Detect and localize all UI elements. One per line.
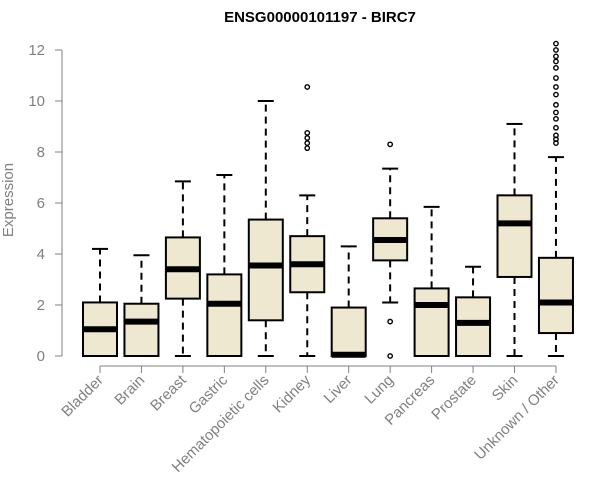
outlier-point: [553, 124, 559, 131]
box-iqr: [455, 296, 492, 358]
box-liver: [330, 245, 367, 358]
x-tick-label: Liver: [321, 372, 356, 407]
outlier-point: [304, 129, 311, 136]
box-brain: [123, 254, 160, 358]
outlier-point: [304, 135, 311, 141]
outlier-point: [553, 75, 559, 81]
y-tick-label: 8: [37, 144, 45, 161]
outlier-point: [553, 58, 559, 65]
box-iqr: [123, 302, 160, 358]
box-prostate: [455, 265, 492, 358]
outlier-point: [387, 141, 394, 148]
chart-title: ENSG00000101197 - BIRC7: [224, 9, 416, 26]
outlier-point: [304, 84, 311, 90]
y-tick-label: 0: [37, 348, 45, 365]
outlier-point: [553, 47, 559, 53]
outlier-point: [553, 109, 559, 116]
y-tick-label: 10: [28, 93, 45, 110]
x-tick-label: Kidney: [270, 371, 315, 416]
box-iqr: [330, 306, 367, 357]
outlier-point: [553, 84, 559, 90]
box-bladder: [82, 247, 118, 358]
y-tick-label: 12: [28, 42, 45, 59]
box-skin: [496, 122, 533, 357]
box-unknown-other: [537, 40, 574, 357]
outlier-point: [553, 101, 559, 108]
y-tick-label: 6: [37, 195, 45, 212]
box-iqr: [206, 273, 243, 357]
outlier-point: [304, 145, 311, 152]
box-iqr: [496, 194, 533, 278]
y-axis: 0 2 4 6 8 10 12: [28, 42, 63, 365]
outlier-point: [387, 318, 394, 325]
x-tick-label: Lung: [361, 372, 397, 408]
box-iqr: [247, 218, 284, 322]
box-hematopoietic-cells: [247, 100, 284, 357]
plot-area: [82, 40, 574, 359]
box-gastric: [206, 173, 243, 357]
outlier-point: [304, 140, 311, 146]
x-tick-label: Prostate: [428, 372, 480, 424]
box-pancreas: [413, 205, 450, 357]
outlier-point: [553, 132, 559, 139]
x-tick-label: Bladder: [58, 372, 107, 421]
x-tick-label: Skin: [489, 372, 522, 405]
x-tick-label: Brain: [111, 372, 148, 409]
y-tick-label: 4: [37, 246, 45, 263]
outlier-point: [553, 64, 559, 71]
box-kidney: [289, 84, 326, 357]
box-lung: [372, 141, 409, 359]
box-iqr: [537, 256, 574, 335]
outlier-point: [553, 91, 559, 98]
y-axis-label: Expression: [0, 163, 17, 237]
box-breast: [164, 180, 201, 357]
box-iqr: [413, 287, 450, 357]
outlier-point: [553, 115, 559, 122]
y-tick-label: 2: [37, 297, 45, 314]
outlier-point: [387, 353, 394, 359]
outlier-point: [553, 40, 559, 47]
outlier-point: [553, 53, 559, 60]
x-tick-label: Breast: [147, 371, 190, 414]
